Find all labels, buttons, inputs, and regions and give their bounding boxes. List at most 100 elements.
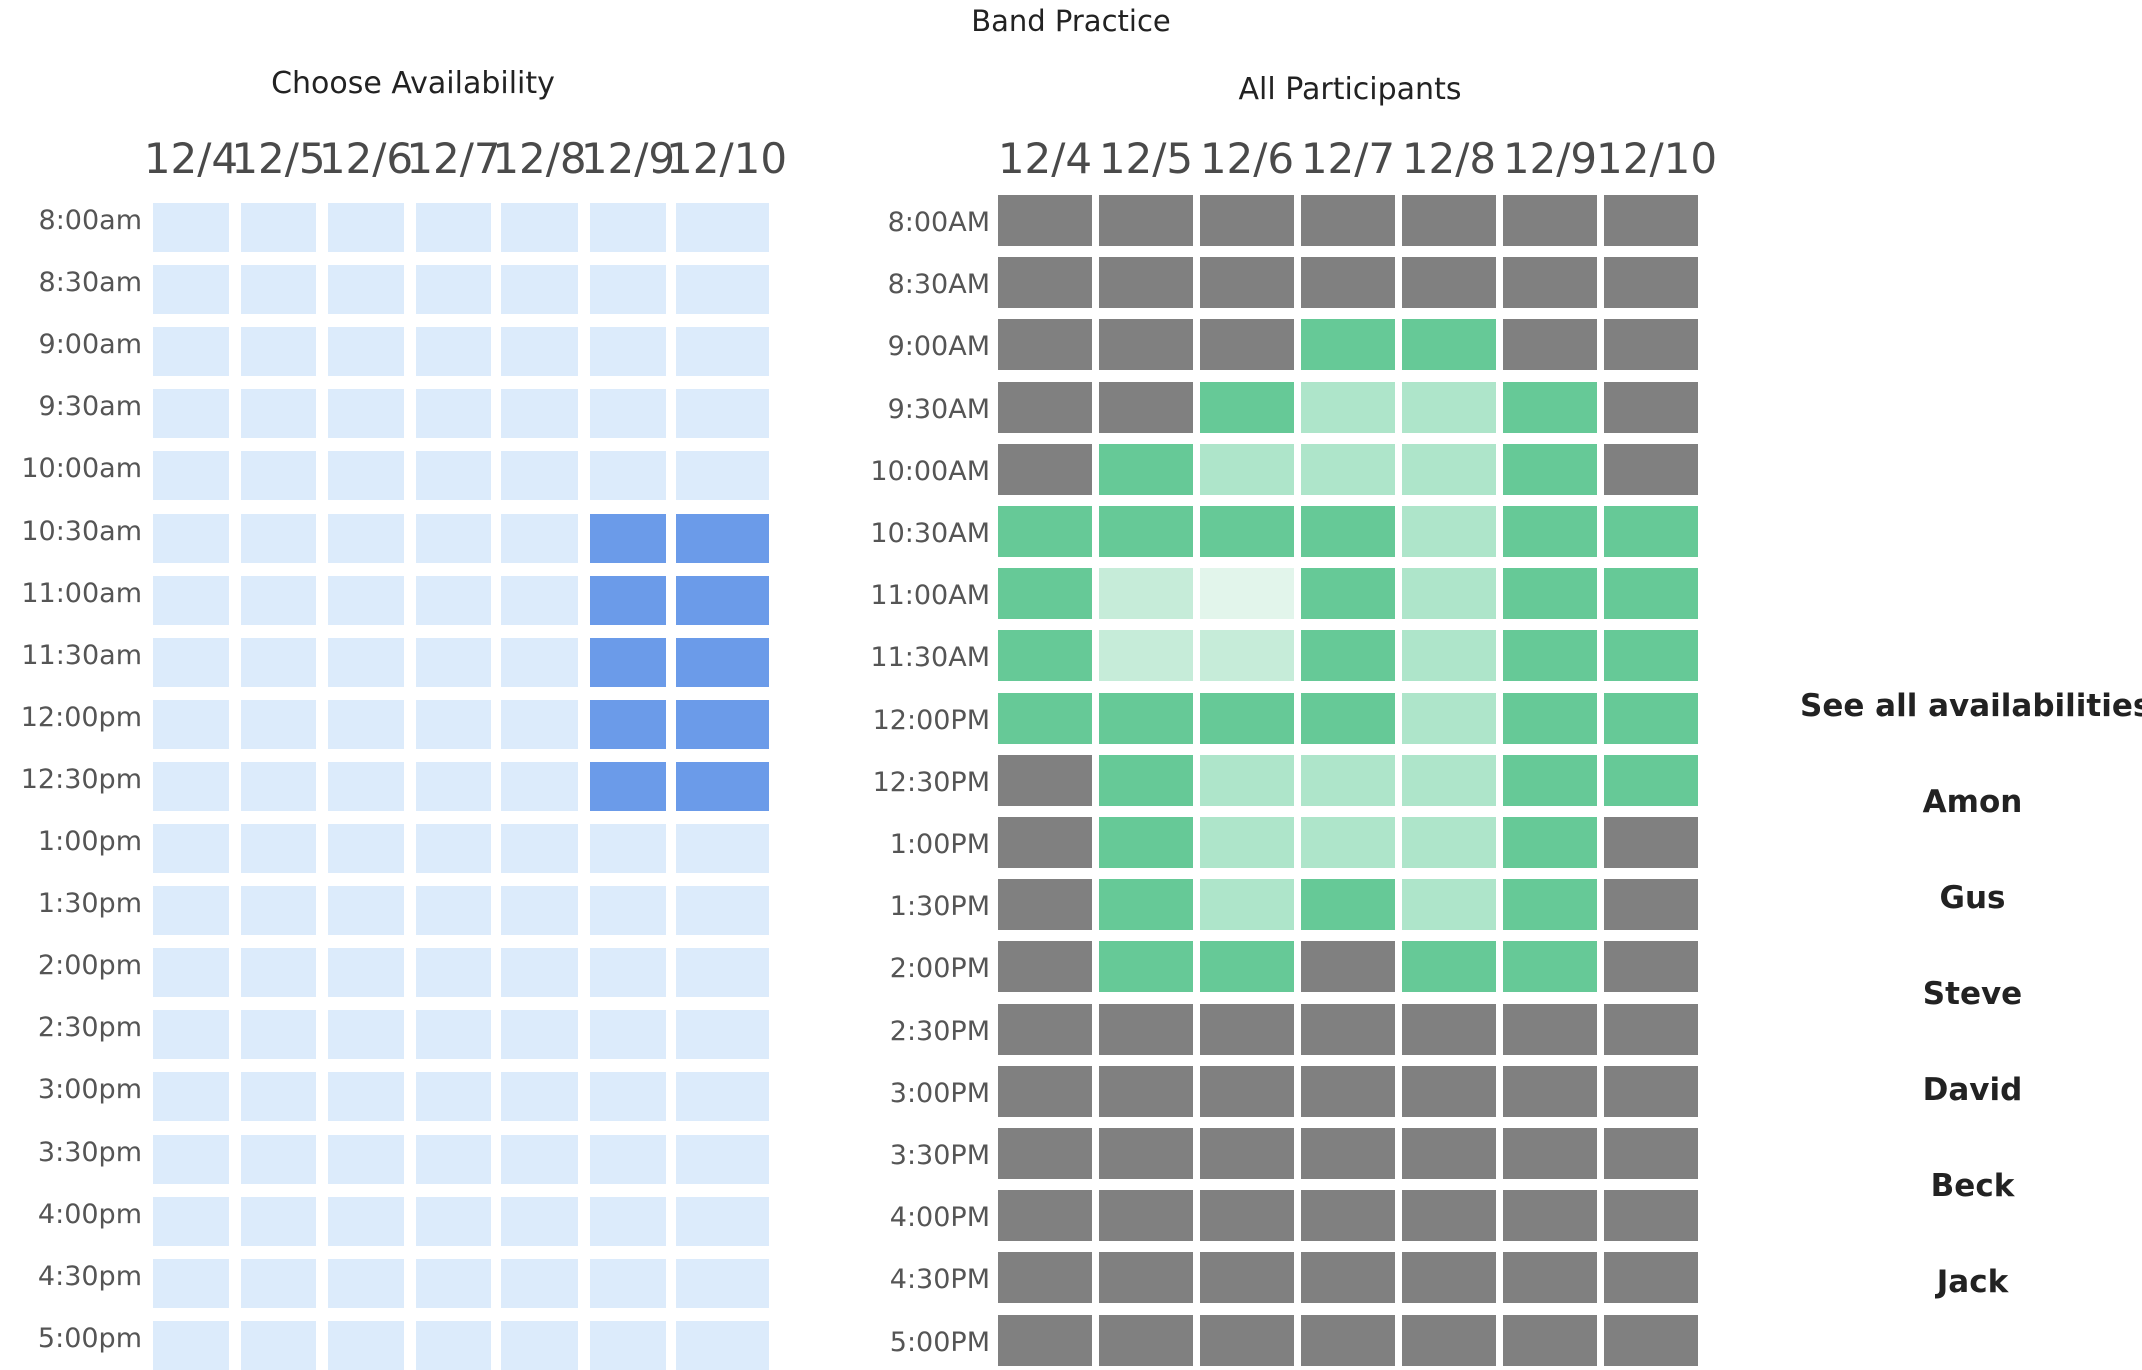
group-availability-cell[interactable] xyxy=(1503,444,1597,495)
group-availability-cell[interactable] xyxy=(1200,382,1294,433)
availability-cell[interactable] xyxy=(328,203,404,252)
group-availability-cell[interactable] xyxy=(1402,319,1496,370)
availability-cell[interactable] xyxy=(416,886,491,935)
group-availability-cell[interactable] xyxy=(1503,630,1597,681)
group-availability-cell[interactable] xyxy=(1099,817,1193,868)
group-availability-cell[interactable] xyxy=(1099,506,1193,557)
availability-cell[interactable] xyxy=(590,451,666,500)
group-availability-cell[interactable] xyxy=(1200,1252,1294,1303)
availability-cell[interactable] xyxy=(153,700,229,749)
group-availability-cell[interactable] xyxy=(1200,506,1294,557)
group-availability-cell[interactable] xyxy=(1503,257,1597,308)
group-availability-cell[interactable] xyxy=(1301,1315,1395,1366)
availability-cell[interactable] xyxy=(153,948,229,997)
availability-cell[interactable] xyxy=(590,327,666,376)
group-availability-cell[interactable] xyxy=(1604,568,1698,619)
group-availability-cell[interactable] xyxy=(1604,1004,1698,1055)
participant-amon[interactable]: Amon xyxy=(1922,784,2023,820)
availability-cell[interactable] xyxy=(241,451,316,500)
group-availability-cell[interactable] xyxy=(1200,879,1294,930)
availability-cell[interactable] xyxy=(328,389,404,438)
group-availability-cell[interactable] xyxy=(998,1004,1092,1055)
group-availability-cell[interactable] xyxy=(998,382,1092,433)
group-availability-cell[interactable] xyxy=(998,1066,1092,1117)
availability-cell[interactable] xyxy=(676,1072,769,1121)
group-availability-cell[interactable] xyxy=(1301,1128,1395,1179)
availability-cell[interactable] xyxy=(241,1072,316,1121)
group-availability-cell[interactable] xyxy=(1099,755,1193,806)
availability-cell[interactable] xyxy=(501,514,578,563)
availability-cell[interactable] xyxy=(153,1135,229,1184)
availability-cell[interactable] xyxy=(676,451,769,500)
group-availability-cell[interactable] xyxy=(1503,1190,1597,1241)
availability-cell[interactable] xyxy=(416,1321,491,1370)
availability-cell[interactable] xyxy=(501,389,578,438)
availability-cell[interactable] xyxy=(153,1321,229,1370)
availability-cell[interactable] xyxy=(241,824,316,873)
availability-cell[interactable] xyxy=(241,265,316,314)
availability-cell[interactable] xyxy=(153,1010,229,1059)
group-availability-cell[interactable] xyxy=(1604,506,1698,557)
availability-cell[interactable] xyxy=(241,514,316,563)
availability-cell[interactable] xyxy=(153,762,229,811)
availability-cell[interactable] xyxy=(590,576,666,625)
availability-cell[interactable] xyxy=(501,638,578,687)
group-availability-cell[interactable] xyxy=(1402,941,1496,992)
group-availability-cell[interactable] xyxy=(998,506,1092,557)
group-availability-cell[interactable] xyxy=(1301,879,1395,930)
availability-cell[interactable] xyxy=(416,1072,491,1121)
group-availability-cell[interactable] xyxy=(1200,1004,1294,1055)
availability-cell[interactable] xyxy=(676,576,769,625)
availability-cell[interactable] xyxy=(328,265,404,314)
availability-cell[interactable] xyxy=(416,203,491,252)
availability-cell[interactable] xyxy=(416,1135,491,1184)
availability-cell[interactable] xyxy=(501,203,578,252)
participant-beck[interactable]: Beck xyxy=(1930,1168,2015,1204)
group-availability-cell[interactable] xyxy=(1200,568,1294,619)
availability-cell[interactable] xyxy=(590,389,666,438)
availability-cell[interactable] xyxy=(416,265,491,314)
group-availability-cell[interactable] xyxy=(1301,319,1395,370)
availability-cell[interactable] xyxy=(676,265,769,314)
participant-david[interactable]: David xyxy=(1922,1072,2023,1108)
group-availability-cell[interactable] xyxy=(1604,1252,1698,1303)
group-availability-cell[interactable] xyxy=(998,1315,1092,1366)
group-availability-cell[interactable] xyxy=(1402,817,1496,868)
availability-cell[interactable] xyxy=(241,948,316,997)
group-availability-cell[interactable] xyxy=(998,257,1092,308)
group-availability-cell[interactable] xyxy=(1503,941,1597,992)
group-availability-cell[interactable] xyxy=(1604,693,1698,744)
availability-cell[interactable] xyxy=(501,576,578,625)
group-availability-cell[interactable] xyxy=(1099,1315,1193,1366)
availability-cell[interactable] xyxy=(590,1010,666,1059)
group-availability-cell[interactable] xyxy=(998,630,1092,681)
group-availability-cell[interactable] xyxy=(1503,817,1597,868)
availability-cell[interactable] xyxy=(590,265,666,314)
group-availability-cell[interactable] xyxy=(1402,693,1496,744)
group-availability-cell[interactable] xyxy=(1301,506,1395,557)
group-availability-cell[interactable] xyxy=(1503,1252,1597,1303)
availability-cell[interactable] xyxy=(416,514,491,563)
availability-cell[interactable] xyxy=(153,576,229,625)
group-availability-cell[interactable] xyxy=(1402,444,1496,495)
availability-cell[interactable] xyxy=(153,203,229,252)
availability-cell[interactable] xyxy=(328,1197,404,1246)
availability-cell[interactable] xyxy=(501,700,578,749)
availability-cell[interactable] xyxy=(153,824,229,873)
availability-cell[interactable] xyxy=(241,1010,316,1059)
availability-cell[interactable] xyxy=(501,1321,578,1370)
group-availability-cell[interactable] xyxy=(1099,195,1193,246)
group-availability-cell[interactable] xyxy=(1200,1066,1294,1117)
group-availability-cell[interactable] xyxy=(1200,630,1294,681)
availability-cell[interactable] xyxy=(328,1321,404,1370)
group-availability-cell[interactable] xyxy=(1200,257,1294,308)
availability-cell[interactable] xyxy=(590,1259,666,1308)
availability-cell[interactable] xyxy=(241,1197,316,1246)
availability-cell[interactable] xyxy=(501,948,578,997)
availability-cell[interactable] xyxy=(153,638,229,687)
availability-cell[interactable] xyxy=(153,451,229,500)
group-availability-cell[interactable] xyxy=(1200,444,1294,495)
group-availability-cell[interactable] xyxy=(998,195,1092,246)
group-availability-cell[interactable] xyxy=(1099,693,1193,744)
group-availability-cell[interactable] xyxy=(1503,319,1597,370)
